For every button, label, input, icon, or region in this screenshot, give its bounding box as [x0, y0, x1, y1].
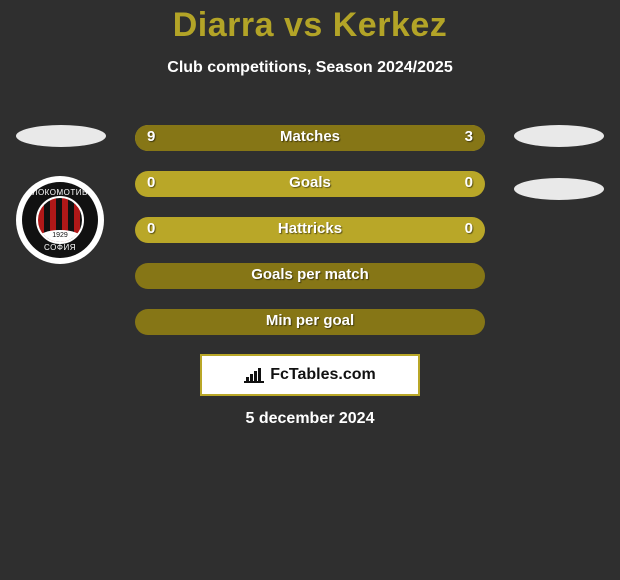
date-text: 5 december 2024: [0, 410, 620, 428]
stat-right-value: 0: [465, 220, 473, 237]
stat-label: Goals per match: [135, 266, 485, 283]
stat-label: Hattricks: [135, 220, 485, 237]
comparison-title: Diarra vs Kerkez: [0, 0, 620, 45]
badge-bottom-text: СОФИЯ: [22, 243, 98, 252]
stat-row: Goals per match: [135, 263, 485, 289]
stat-label: Goals: [135, 174, 485, 191]
stat-label: Min per goal: [135, 312, 485, 329]
stat-row: 0 Goals 0: [135, 171, 485, 197]
stat-label: Matches: [135, 128, 485, 145]
stat-row: Min per goal: [135, 309, 485, 335]
stat-right-value: 3: [465, 128, 473, 145]
stat-right-value: 0: [465, 174, 473, 191]
stat-row: 0 Hattricks 0: [135, 217, 485, 243]
club-left-badge: ЛОКОМОТИВ 1929 СОФИЯ: [18, 178, 102, 262]
player-right-placeholder: [514, 125, 604, 147]
player-left-placeholder: [16, 125, 106, 147]
stat-row: 9 Matches 3: [135, 125, 485, 151]
club-right-placeholder: [514, 178, 604, 200]
badge-shield: 1929: [36, 196, 84, 244]
source-logo-text: FcTables.com: [270, 366, 376, 384]
badge-year: 1929: [38, 230, 82, 244]
source-logo-box: FcTables.com: [200, 354, 420, 396]
comparison-subtitle: Club competitions, Season 2024/2025: [0, 59, 620, 77]
stats-container: 9 Matches 3 0 Goals 0 0 Hattricks 0 Goal…: [135, 125, 485, 355]
bar-chart-icon: [244, 367, 264, 383]
